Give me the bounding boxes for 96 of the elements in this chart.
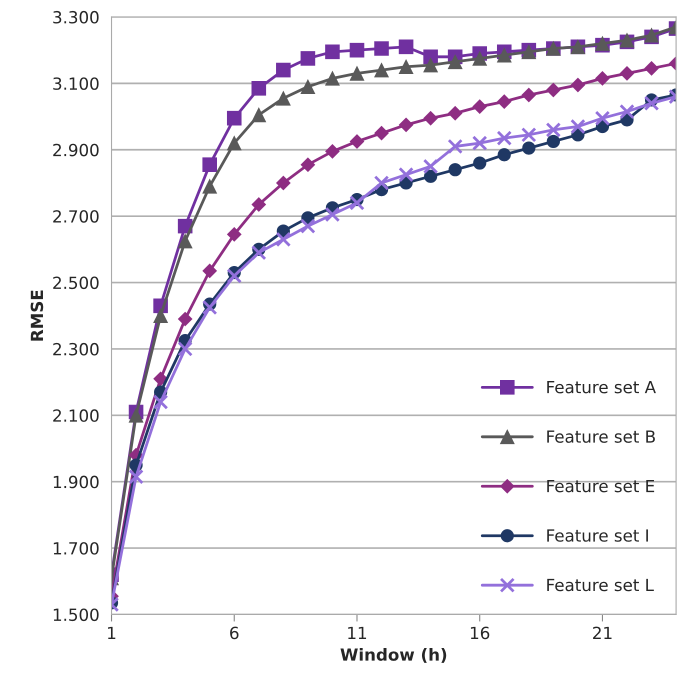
point: [251, 245, 266, 260]
legend-label: Feature set A: [547, 381, 656, 394]
point: [374, 175, 390, 191]
point: [374, 126, 389, 140]
point: [644, 96, 660, 111]
legend-label: Feature set B: [547, 430, 655, 443]
point: [349, 195, 365, 211]
y-tick-label: 1.500: [54, 608, 99, 622]
point: [496, 48, 512, 62]
point: [448, 54, 462, 70]
point: [424, 170, 438, 183]
point: [350, 134, 364, 149]
y-tick-label: 3.300: [53, 10, 99, 24]
point: [546, 134, 560, 148]
point: [422, 158, 438, 174]
point: [300, 79, 316, 94]
point: [570, 118, 586, 134]
y-tick-label: 2.300: [53, 342, 99, 356]
point: [350, 42, 364, 58]
point: [497, 94, 512, 109]
y-tick-label: 2.700: [53, 210, 99, 223]
point: [374, 41, 389, 56]
y-tick-label: 1.900: [54, 476, 99, 488]
point: [398, 59, 414, 74]
point: [325, 144, 340, 159]
y-tick-label: 2.100: [53, 409, 99, 422]
point: [472, 99, 487, 114]
y-axis-title: RMSE: [30, 290, 44, 341]
point: [178, 341, 193, 357]
point: [496, 130, 512, 146]
point: [128, 408, 144, 423]
point: [276, 62, 291, 78]
point: [570, 78, 586, 92]
point: [546, 82, 561, 98]
point: [276, 232, 291, 248]
point: [398, 118, 414, 132]
y-tick-label: 3.100: [53, 77, 99, 90]
point: [324, 206, 340, 222]
point: [620, 66, 634, 81]
y-tick-label: 2.900: [53, 144, 99, 156]
point: [522, 88, 536, 102]
point: [227, 227, 242, 242]
point: [350, 66, 364, 81]
point: [252, 197, 266, 212]
point: [252, 81, 266, 96]
point: [226, 136, 242, 150]
point: [226, 110, 242, 126]
point: [202, 157, 217, 172]
point: [325, 44, 340, 60]
point: [472, 135, 488, 151]
legend-label: Feature set L: [547, 578, 654, 592]
x-tick-label: 16: [470, 626, 490, 640]
point: [202, 264, 217, 278]
x-axis-title: Window (h): [340, 648, 446, 663]
point: [473, 156, 486, 170]
point: [325, 71, 340, 86]
point: [128, 469, 144, 484]
x-tick-label: 6: [230, 626, 239, 640]
point: [448, 138, 463, 154]
x-tick-label: 21: [593, 626, 612, 639]
point: [521, 127, 536, 142]
point: [472, 51, 488, 66]
point: [300, 51, 316, 66]
point: [498, 148, 511, 162]
point: [423, 110, 438, 126]
legend-label: Feature set E: [547, 480, 654, 492]
point: [546, 122, 561, 138]
point: [448, 106, 462, 120]
y-tick-label: 2.500: [53, 276, 99, 290]
x-tick-label: 1: [108, 626, 116, 639]
point: [202, 178, 217, 194]
x-tick-label: 11: [348, 626, 366, 639]
point: [619, 104, 635, 120]
point: [153, 372, 168, 386]
point: [594, 110, 610, 126]
point: [398, 167, 414, 182]
point: [374, 62, 389, 78]
y-tick-label: 1.700: [54, 542, 99, 555]
point: [276, 91, 291, 106]
point: [226, 268, 242, 284]
point: [448, 163, 462, 176]
point: [152, 394, 168, 410]
point: [153, 308, 168, 324]
legend-label: Feature set I: [547, 529, 648, 542]
point: [276, 176, 291, 190]
point: [300, 157, 316, 172]
point: [178, 234, 192, 248]
point: [423, 58, 438, 72]
point: [300, 218, 316, 234]
point: [595, 71, 610, 86]
point: [644, 61, 659, 76]
point: [202, 300, 218, 316]
point: [252, 108, 266, 122]
point: [178, 312, 192, 326]
point: [522, 141, 536, 155]
point: [398, 40, 414, 54]
